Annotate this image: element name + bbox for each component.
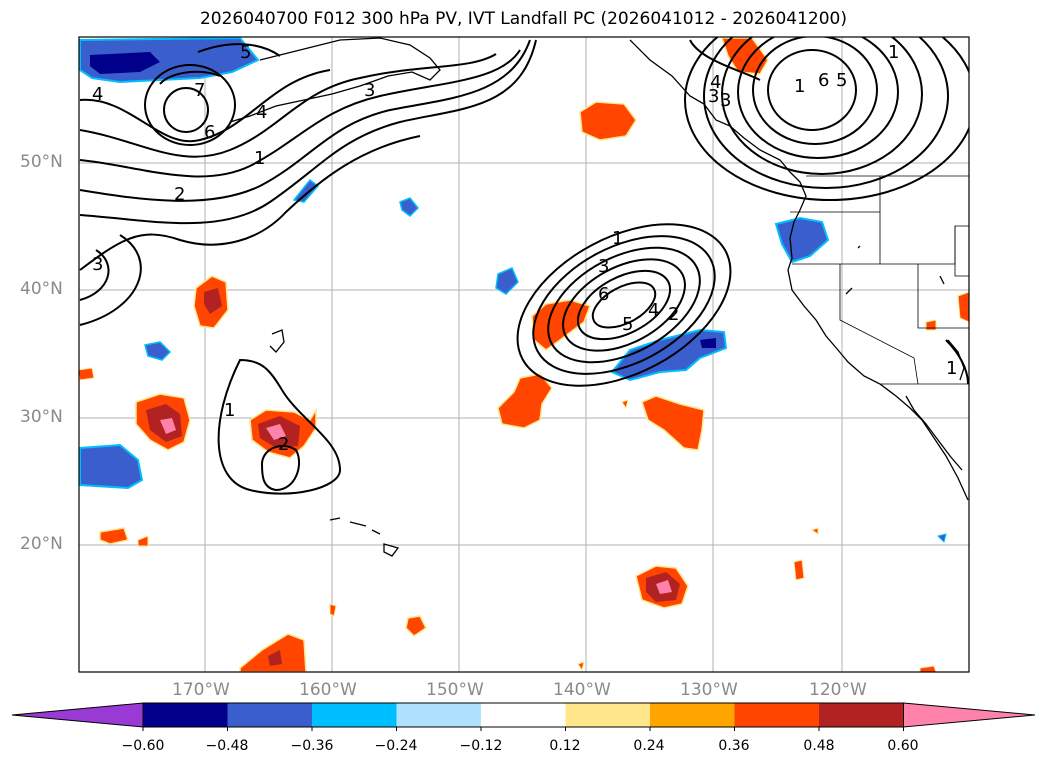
contour-label: 1: [254, 148, 265, 169]
contour-label: 5: [622, 314, 633, 335]
colorbar-extend-low: [11, 702, 144, 728]
contour-label: 1: [224, 400, 235, 421]
lon-label: 130°W: [680, 680, 738, 700]
contour-label: 3: [364, 80, 375, 101]
colorbar-tick-label: 0.24: [633, 738, 665, 754]
contour-label: 5: [836, 70, 847, 91]
map-title: 2026040700 F012 300 hPa PV, IVT Landfall…: [199, 9, 847, 29]
lat-label: 50°N: [20, 152, 63, 172]
colorbar-segment: [734, 703, 820, 727]
lon-label: 120°W: [809, 680, 867, 700]
colorbar-segment: [227, 703, 313, 727]
contour-label: 4: [710, 72, 721, 93]
colorbar-segment: [396, 703, 482, 727]
colorbar-tick-label: 0.36: [718, 738, 750, 754]
contour-label: 3: [92, 254, 103, 275]
contour-label: 7: [194, 80, 205, 101]
contour-label: 1: [888, 42, 899, 63]
contour-label: 2: [668, 304, 679, 325]
lon-label: 140°W: [553, 680, 611, 700]
lat-label: 20°N: [20, 534, 63, 554]
colorbar-tick-label: −0.24: [374, 738, 418, 754]
contour-label: 2: [174, 184, 185, 205]
map-frame: [78, 36, 970, 673]
lon-label: 160°W: [299, 680, 357, 700]
colorbar-tick-label: −0.12: [459, 738, 503, 754]
colorbar-segment: [481, 703, 566, 727]
lon-label: 150°W: [426, 680, 484, 700]
colorbar-tick-label: 0.12: [549, 738, 581, 754]
graticule: [79, 37, 969, 672]
colorbar-segment: [819, 703, 904, 727]
contour-label: 1: [612, 228, 623, 249]
contour-label: 4: [92, 84, 103, 105]
colorbar-segment: [143, 703, 228, 727]
colorbar-frame: [142, 702, 904, 728]
contour-label: 3: [720, 90, 731, 111]
colorbar-segment: [565, 703, 651, 727]
contour-label: 6: [818, 70, 829, 91]
colorbar-tick-label: −0.60: [121, 738, 165, 754]
colorbar-tick-label: −0.36: [290, 738, 334, 754]
contour-label: 3: [598, 256, 609, 277]
pv-contours: [79, 37, 969, 495]
contour-label: 4: [648, 300, 659, 321]
positive-anomaly-patches: [79, 37, 969, 672]
colorbar-tick-label: 0.60: [887, 738, 919, 754]
lat-label: 30°N: [20, 407, 63, 427]
contour-label: 1: [946, 358, 957, 379]
lon-label: 170°W: [172, 680, 230, 700]
colorbar-tick-label: 0.48: [803, 738, 835, 754]
colorbar: [11, 702, 1036, 731]
colorbar-extend-high: [903, 702, 1036, 728]
lat-label: 40°N: [20, 279, 63, 299]
colorbar-segment: [312, 703, 397, 727]
colorbar-tick-label: −0.48: [205, 738, 249, 754]
contour-labels: 5 7 6 4 1 2 3 3 4 1 6 5 4 3 3 1 1 3 6 5 …: [92, 42, 957, 455]
contour-label: 2: [278, 434, 289, 455]
contour-label: 5: [240, 42, 251, 63]
contour-label: 6: [598, 284, 609, 305]
contour-label: 1: [794, 76, 805, 97]
colorbar-segment: [650, 703, 735, 727]
contour-label: 4: [256, 102, 267, 123]
contour-label: 6: [204, 122, 215, 143]
contour-label: 3: [708, 86, 719, 107]
